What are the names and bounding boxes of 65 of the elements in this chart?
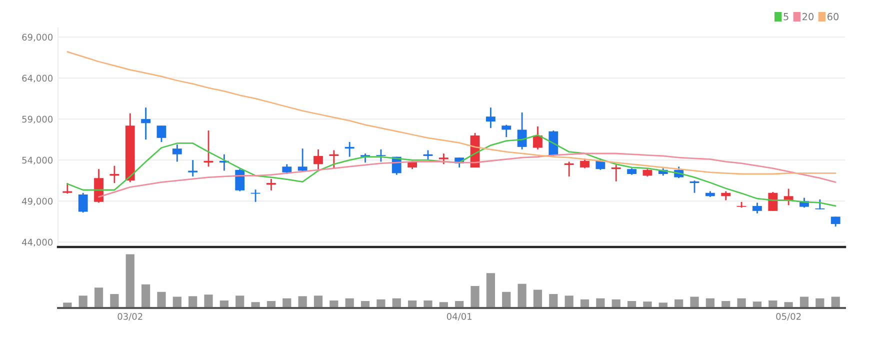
candlestick: [768, 191, 778, 212]
candlestick: [752, 202, 762, 214]
bar: [204, 294, 213, 308]
bar: [533, 290, 542, 308]
candlestick: [62, 182, 72, 194]
candlestick: [815, 198, 825, 210]
candlestick: [830, 216, 840, 228]
y-tick-label: 49,000: [22, 198, 53, 206]
candlestick: [376, 148, 386, 162]
candlestick: [486, 106, 496, 129]
candlestick: [533, 126, 542, 150]
candlestick: [344, 141, 354, 158]
bar: [831, 296, 840, 308]
x-tick-label: 03/02: [118, 313, 142, 321]
candlestick: [78, 192, 88, 214]
bar: [486, 273, 496, 308]
bar: [502, 292, 511, 308]
bar: [470, 286, 480, 308]
x-tick-label: 04/01: [446, 313, 472, 321]
bar: [141, 284, 150, 308]
candlestick: [188, 159, 198, 178]
bar: [126, 254, 134, 308]
candlestick: [172, 144, 182, 162]
bar: [78, 296, 88, 308]
bar: [518, 284, 526, 308]
candlestick: [314, 148, 323, 171]
candlestick: [141, 106, 150, 140]
bar: [188, 296, 198, 308]
y-tick-label: 44,000: [22, 238, 53, 247]
bar: [94, 288, 104, 308]
candlestick: [94, 168, 104, 204]
candlestick: [235, 168, 245, 192]
y-tick-label: 59,000: [22, 116, 53, 124]
bar: [549, 294, 558, 308]
bar: [157, 292, 166, 308]
x-tick-label: 05/02: [776, 313, 801, 321]
candlestick: [266, 178, 276, 192]
candlestick: [611, 164, 621, 182]
bar: [376, 299, 386, 308]
candlestick: [596, 158, 606, 171]
bar: [424, 300, 432, 308]
bar: [314, 296, 323, 308]
candlestick: [156, 124, 166, 143]
bar: [800, 296, 809, 308]
y-tick-label: 64,000: [22, 74, 53, 83]
bar: [564, 296, 574, 308]
bar: [690, 296, 699, 308]
candlestick: [298, 148, 308, 172]
bar: [737, 298, 746, 308]
candlestick: [502, 124, 512, 138]
candlestick: [721, 190, 731, 201]
legend-label: 5: [784, 13, 788, 20]
bar: [236, 296, 244, 308]
y-tick-label: 54,000: [22, 156, 53, 165]
candlestick: [329, 150, 339, 169]
candlestick: [110, 165, 120, 184]
candlestick: [564, 161, 574, 178]
bar: [172, 296, 182, 308]
legend-label: 20: [802, 12, 814, 20]
legend-label: 60: [827, 12, 839, 20]
candlestick: [517, 112, 527, 150]
y-tick-label: 69,000: [22, 34, 53, 42]
bar: [110, 294, 119, 308]
candlestick: [438, 152, 448, 165]
bar: [298, 296, 307, 308]
